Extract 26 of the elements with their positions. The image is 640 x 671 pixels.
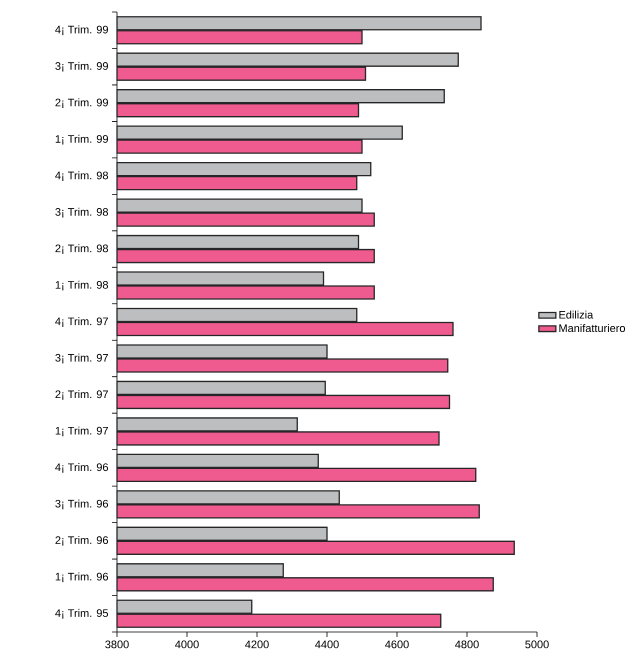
y-tick-label: 3¡ Trim. 99 (55, 62, 108, 72)
y-tick-label: 4¡ Trim. 95 (55, 608, 108, 619)
x-tick-label: 4200 (245, 640, 269, 648)
x-tick-label: 5000 (525, 640, 549, 648)
y-tick-label: 1¡ Trim. 99 (56, 134, 108, 144)
x-tick-label: 4000 (175, 640, 199, 648)
y-tick-label: 1¡ Trim. 96 (56, 572, 108, 582)
y-tick-label: 3¡ Trim. 98 (55, 208, 108, 218)
y-tick-label: 1¡ Trim. 98 (56, 280, 108, 290)
x-tick-label: 3800 (105, 640, 129, 648)
y-tick-label: 2¡ Trim. 99 (55, 98, 108, 108)
x-tick-label: 4600 (385, 640, 409, 648)
x-tick-label: 4400 (315, 640, 339, 648)
y-tick-label: 3¡ Trim. 97 (55, 354, 108, 364)
y-tick-label: 3¡ Trim. 96 (55, 500, 108, 510)
y-tick-label: 2¡ Trim. 98 (55, 244, 108, 254)
y-tick-label: 4¡ Trim. 98 (55, 171, 108, 181)
y-tick-label: 4¡ Trim. 96 (55, 463, 108, 473)
y-tick-label: 1¡ Trim. 97 (56, 426, 108, 436)
legend-label: Manifatturiero (559, 324, 626, 332)
y-tick-label: 2¡ Trim. 96 (55, 536, 108, 546)
y-tick-label: 4¡ Trim. 99 (55, 25, 108, 36)
legend-label: Edilizia (559, 310, 594, 319)
y-tick-label: 2¡ Trim. 97 (55, 390, 108, 400)
y-tick-label: 4¡ Trim. 97 (55, 317, 108, 327)
x-tick-label: 4800 (455, 640, 479, 648)
